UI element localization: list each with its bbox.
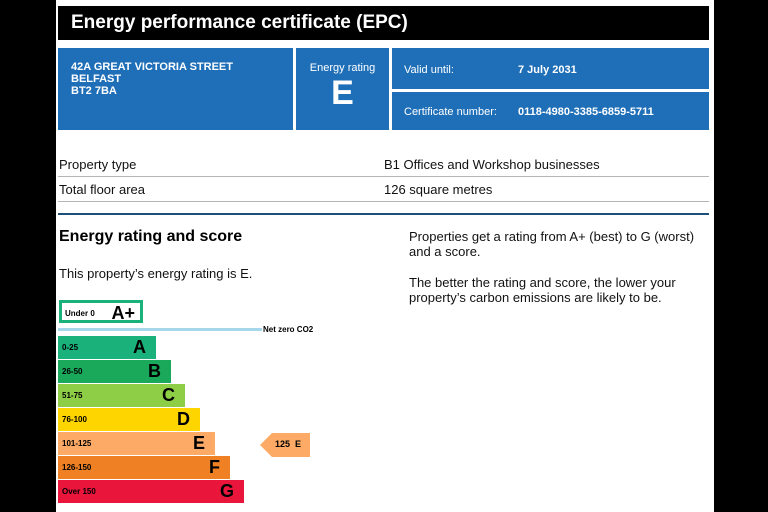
pointer-arrow-icon bbox=[260, 433, 310, 457]
current-letter: E bbox=[295, 439, 302, 449]
current-rating-text: 125 E bbox=[275, 439, 301, 449]
band-d-range: 76-100 bbox=[62, 415, 87, 424]
band-d-letter: D bbox=[177, 409, 190, 429]
energy-rating-box: Energy rating E bbox=[296, 48, 389, 130]
address-line-3: BT2 7BA bbox=[71, 85, 117, 97]
band-e: 101-125 E bbox=[58, 432, 215, 455]
property-type-value: B1 Offices and Workshop businesses bbox=[384, 157, 600, 172]
band-a-range: 0-25 bbox=[62, 343, 79, 352]
band-g: Over 150 G bbox=[58, 480, 244, 503]
address-line-1: 42A GREAT VICTORIA STREET bbox=[71, 61, 233, 73]
rating-explanation: Properties get a rating from A+ (best) t… bbox=[409, 229, 695, 259]
property-type-label: Property type bbox=[59, 157, 137, 172]
band-f-letter: F bbox=[209, 457, 220, 477]
band-f-range: 126-150 bbox=[62, 463, 92, 472]
address-line-2: BELFAST bbox=[71, 73, 122, 85]
floor-area-value: 126 square metres bbox=[384, 182, 493, 197]
rating-statement: This property’s energy rating is E. bbox=[59, 266, 253, 281]
section-divider bbox=[58, 213, 709, 215]
property-type-row: Property type B1 Offices and Workshop bu… bbox=[58, 152, 709, 177]
certificate-number-label: Certificate number: bbox=[404, 106, 497, 118]
band-b: 26-50 B bbox=[58, 360, 171, 383]
band-b-range: 26-50 bbox=[62, 367, 83, 376]
band-e-range: 101-125 bbox=[62, 439, 92, 448]
certificate-number-value: 0118-4980-3385-6859-5711 bbox=[518, 106, 654, 118]
floor-area-row: Total floor area 126 square metres bbox=[58, 177, 709, 202]
current-score: 125 bbox=[275, 439, 291, 449]
valid-until-label: Valid until: bbox=[404, 64, 454, 76]
band-e-letter: E bbox=[192, 433, 205, 453]
band-d: 76-100 D bbox=[58, 408, 200, 431]
energy-rating-label: Energy rating bbox=[309, 62, 376, 74]
section-title: Energy rating and score bbox=[59, 228, 243, 245]
net-zero-label: Net zero CO2 bbox=[263, 325, 314, 334]
band-g-letter: G bbox=[219, 481, 234, 501]
score-explanation: The better the rating and score, the low… bbox=[409, 275, 676, 305]
band-aplus: Under 0 A+ bbox=[59, 300, 143, 323]
band-c-letter: C bbox=[162, 385, 175, 405]
band-c-range: 51-75 bbox=[62, 391, 83, 400]
band-g-range: Over 150 bbox=[62, 487, 96, 496]
certificate-number-box: Certificate number: 0118-4980-3385-6859-… bbox=[392, 92, 709, 130]
band-a: 0-25 A bbox=[58, 336, 156, 359]
band-c: 51-75 C bbox=[58, 384, 185, 407]
band-f: 126-150 F bbox=[58, 456, 230, 479]
band-b-letter: B bbox=[148, 361, 161, 381]
net-zero-line bbox=[58, 328, 262, 331]
address-box: 42A GREAT VICTORIA STREET BELFAST BT2 7B… bbox=[58, 48, 293, 130]
band-a-letter: A bbox=[133, 337, 146, 357]
energy-rating-value: E bbox=[331, 74, 354, 112]
floor-area-label: Total floor area bbox=[59, 182, 145, 197]
band-aplus-letter: A+ bbox=[111, 303, 135, 323]
band-aplus-range: Under 0 bbox=[65, 309, 95, 318]
current-rating-pointer: 125 E bbox=[260, 433, 310, 457]
epc-sheet: Energy performance certificate (EPC) 42A… bbox=[56, 0, 714, 512]
page-title: Energy performance certificate (EPC) bbox=[58, 6, 709, 40]
valid-until-box: Valid until: 7 July 2031 bbox=[392, 48, 709, 89]
valid-until-value: 7 July 2031 bbox=[518, 64, 577, 76]
